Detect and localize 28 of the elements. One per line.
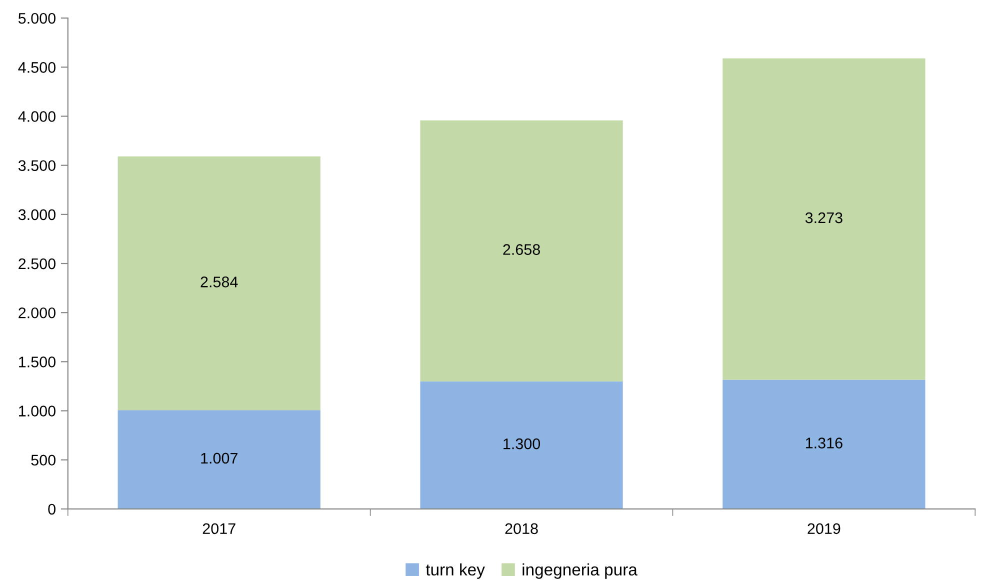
data-label: 2.584 bbox=[200, 276, 238, 288]
data-label: 3.273 bbox=[805, 212, 842, 224]
legend-label: ingegneria pura bbox=[522, 563, 638, 579]
x-tick-label: 2018 bbox=[505, 523, 538, 534]
bar bbox=[420, 381, 623, 509]
y-tick-label: 2.500 bbox=[18, 258, 56, 270]
y-tick-label: 3.000 bbox=[18, 209, 56, 220]
x-tick-label: 2019 bbox=[808, 523, 840, 534]
bar bbox=[118, 156, 320, 410]
legend-label: turn key bbox=[426, 563, 485, 579]
y-tick-label: 4.500 bbox=[18, 62, 56, 73]
y-tick-label: 5.000 bbox=[18, 12, 56, 24]
data-label: 1.300 bbox=[504, 438, 540, 450]
y-tick-label: 1.000 bbox=[19, 406, 56, 416]
bar bbox=[420, 120, 623, 382]
y-tick-label: 0 bbox=[48, 504, 56, 515]
y-tick-label: 3.500 bbox=[18, 160, 56, 172]
bar bbox=[722, 58, 926, 380]
y-tick-label: 1.500 bbox=[19, 356, 56, 368]
data-label: 1.316 bbox=[806, 438, 842, 448]
x-tick-label: 2017 bbox=[202, 523, 236, 534]
data-label: 1.007 bbox=[201, 452, 238, 464]
bar bbox=[722, 380, 926, 509]
bar bbox=[118, 410, 320, 509]
data-label: 2.658 bbox=[503, 244, 540, 255]
y-tick-label: 2.000 bbox=[18, 307, 56, 318]
y-tick-label: 500 bbox=[31, 454, 56, 466]
y-tick-label: 4.000 bbox=[18, 111, 56, 122]
